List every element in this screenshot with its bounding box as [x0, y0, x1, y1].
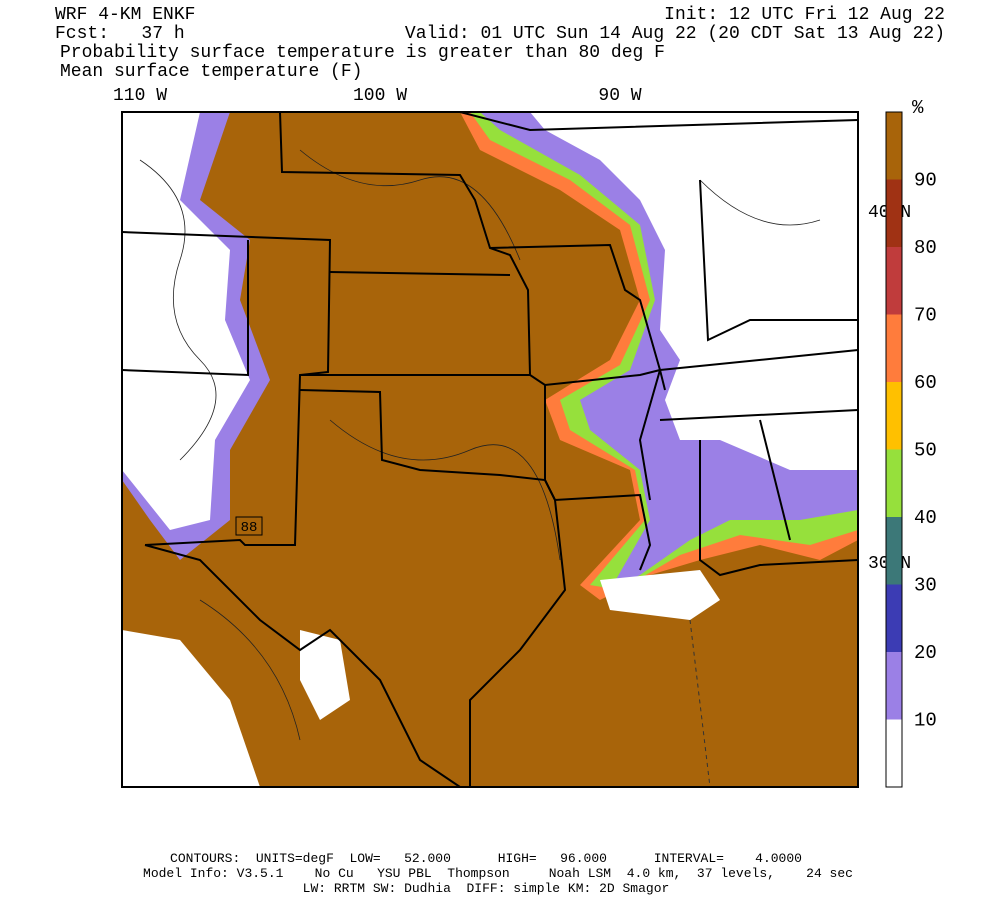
contour-label-box: [235, 516, 263, 536]
state-border: [329, 271, 511, 276]
colorbar-label: 80: [914, 237, 937, 259]
state-border: [122, 231, 332, 546]
colorbar-segment: [886, 314, 902, 382]
contour: [199, 599, 301, 741]
forecast-hour: Fcst: 37 h: [55, 24, 185, 44]
colorbar-segment: [886, 517, 902, 585]
colorbar-label: 90: [914, 170, 937, 192]
colorbar-segment: [886, 449, 902, 517]
contour: [699, 179, 821, 226]
state-border: [659, 409, 858, 421]
cool-zone: [600, 570, 720, 620]
lon-label: 110 W: [113, 86, 167, 106]
header: WRF 4-KM ENKF Init: 12 UTC Fri 12 Aug 22…: [55, 5, 945, 82]
state-border: [489, 243, 662, 501]
state-border: [699, 440, 858, 577]
lon-label: 100 W: [353, 86, 407, 106]
state-border: [122, 240, 249, 377]
model-name: WRF 4-KM ENKF: [55, 5, 195, 25]
colorbar-segment: [886, 179, 902, 247]
state-border: [659, 349, 858, 371]
contour-title: Mean surface temperature (F): [60, 62, 362, 82]
colorbar: % 10 20 30 40 50 60 70 80 90: [885, 97, 937, 788]
colorbar-label: 20: [914, 642, 937, 664]
colorbar-segment: [886, 247, 902, 315]
colorbar-segment: [886, 652, 902, 720]
map: 88: [121, 111, 859, 788]
cool-zone: [530, 112, 858, 470]
field-title: Probability surface temperature is great…: [60, 43, 665, 63]
state-border: [759, 419, 791, 541]
lon-label: 90 W: [598, 86, 641, 106]
model-info: Model Info: V3.5.1 No Cu YSU PBL Thompso…: [143, 866, 853, 881]
colorbar-segment: [886, 584, 902, 652]
contour-info: CONTOURS: UNITS=degF LOW= 52.000 HIGH= 9…: [170, 851, 802, 866]
colorbar-unit: %: [912, 97, 924, 119]
contour: [299, 149, 521, 261]
colorbar-label: 70: [914, 305, 937, 327]
state-border: [544, 385, 652, 571]
colorbar-label: 30: [914, 575, 937, 597]
colorbar-segment: [886, 112, 902, 180]
state-border: [144, 544, 461, 787]
state-border: [279, 112, 666, 391]
state-border: [699, 179, 858, 342]
colorbar-frame: [885, 111, 903, 788]
colorbar-segment: [886, 382, 902, 450]
init-time: Init: 12 UTC Fri 12 Aug 22: [664, 5, 945, 25]
cool-zone: [122, 630, 260, 787]
colorbar-label: 10: [914, 710, 937, 732]
contour: [329, 419, 561, 561]
cool-zone: [122, 112, 250, 530]
state-border: [459, 112, 858, 132]
map-frame: [121, 111, 859, 788]
cool-zone: [300, 630, 350, 720]
colorbar-label: 60: [914, 372, 937, 394]
colorbar-segment: [886, 719, 902, 787]
valid-time: Valid: 01 UTC Sun 14 Aug 22 (20 CDT Sat …: [405, 24, 945, 44]
lon-labels: 110 W 100 W 90 W: [113, 86, 642, 106]
contour: [139, 159, 217, 461]
colorbar-label: 40: [914, 507, 937, 529]
footer: CONTOURS: UNITS=degF LOW= 52.000 HIGH= 9…: [143, 851, 853, 896]
physics-info: LW: RRTM SW: Dudhia DIFF: simple KM: 2D …: [303, 881, 670, 896]
contour-label: 88: [241, 520, 258, 536]
colorbar-label: 50: [914, 440, 937, 462]
